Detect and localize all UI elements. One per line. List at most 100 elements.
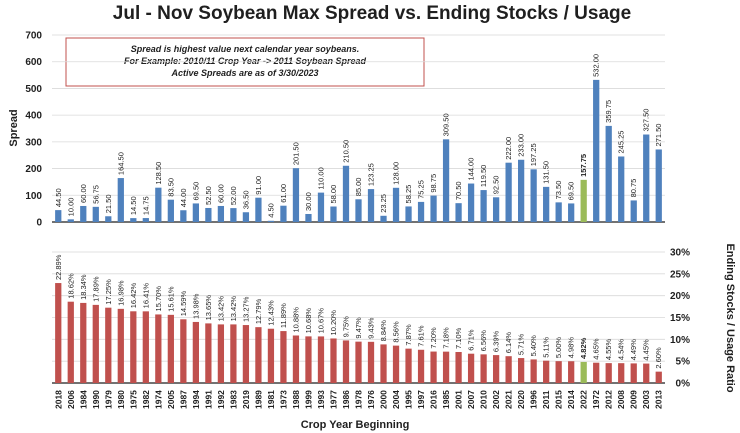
x-tick-label: 1981	[266, 390, 276, 409]
ratio-bar	[205, 323, 212, 383]
spread-data-label: 4.50	[266, 203, 275, 218]
x-tick-label: 2005	[166, 390, 176, 409]
ratio-bar	[217, 324, 225, 383]
x-tick-label: 2009	[629, 390, 639, 409]
ratio-data-label: 9.75%	[341, 316, 350, 338]
spread-bar	[630, 200, 637, 222]
spread-data-label: 14.75	[141, 196, 150, 215]
ratio-bar	[155, 314, 162, 383]
spread-data-label: 30.00	[304, 192, 313, 211]
ratio-data-label: 5.40%	[529, 335, 538, 357]
spread-data-label: 222.00	[504, 137, 513, 160]
spread-bar	[392, 187, 400, 222]
x-tick-label: 1976	[366, 390, 376, 409]
spread-data-label: 245.25	[617, 131, 626, 154]
spread-data-label: 128.00	[392, 162, 401, 185]
ratio-bar	[455, 351, 462, 383]
ratio-bar	[117, 308, 124, 383]
ratio-bar	[280, 331, 287, 383]
top-y-tick-label: 300	[25, 137, 42, 148]
ratio-data-label: 15.61%	[166, 286, 175, 312]
x-tick-label: 1972	[591, 390, 601, 409]
bottom-y-ticks: 0% 5% 10% 15% 20% 25% 30%	[670, 248, 690, 390]
x-tick-label: 1984	[78, 390, 88, 409]
bottom-y-tick-label: 25%	[670, 269, 690, 280]
x-tick-label: 2012	[604, 390, 614, 409]
spread-bar	[142, 218, 149, 222]
ratio-bar	[142, 311, 149, 383]
ratio-bar	[230, 324, 237, 383]
spread-bar	[317, 192, 325, 222]
spread-data-label: 123.25	[367, 163, 376, 186]
ratio-bar	[67, 301, 74, 383]
spread-data-label: 36.50	[241, 190, 250, 209]
ratio-bar	[80, 302, 87, 383]
ratio-bar	[405, 348, 412, 383]
top-y-ticks: 0 100 200 300 400 500 600 700	[25, 31, 42, 229]
spread-data-label: 119.50	[479, 165, 488, 187]
ratio-bar	[192, 321, 199, 383]
ratio-bar	[630, 363, 637, 383]
spread-bar	[155, 187, 162, 222]
x-tick-label: 1990	[91, 390, 101, 409]
ratio-bar	[505, 356, 512, 383]
top-y-tick-label: 500	[25, 84, 42, 95]
spread-data-label: 92.50	[492, 176, 501, 195]
ratio-data-label: 10.68%	[304, 308, 313, 334]
spread-bar	[217, 205, 225, 222]
x-tick-label: 2010	[479, 390, 489, 409]
ratio-data-label: 13.65%	[204, 295, 213, 321]
spread-data-label: 58.00	[329, 185, 338, 204]
spread-data-label: 210.50	[341, 140, 350, 163]
x-tick-label: 1988	[291, 390, 301, 409]
spread-data-label: 131.50	[542, 161, 551, 184]
spread-data-label: 201.50	[291, 142, 300, 165]
bottom-y-tick-label: 30%	[670, 248, 690, 259]
spread-bar	[417, 201, 425, 222]
spread-data-label: 69.50	[191, 182, 200, 201]
spread-data-label: 44.00	[179, 188, 188, 207]
note-line-2: For Example: 2010/11 Crop Year -> 2011 S…	[124, 56, 367, 66]
spread-data-label: 44.50	[54, 188, 63, 207]
ratio-data-label: 10.88%	[291, 307, 300, 333]
spread-bar	[192, 203, 199, 222]
ratio-bar	[105, 307, 112, 383]
x-axis-label: Crop Year Beginning	[301, 419, 410, 431]
ratio-bar	[417, 349, 425, 383]
ratio-data-label: 10.20%	[329, 310, 338, 336]
top-y-tick-label: 100	[25, 191, 42, 202]
spread-bar	[580, 179, 587, 222]
ratio-bar	[130, 311, 137, 383]
spread-bar	[618, 156, 625, 222]
spread-bar	[492, 197, 500, 222]
top-y-tick-label: 0	[36, 218, 42, 229]
spread-data-label: 271.50	[654, 124, 663, 147]
ratio-data-label: 2.60%	[654, 347, 663, 369]
ratio-bar	[342, 340, 350, 383]
bottom-y-tick-label: 10%	[670, 335, 690, 346]
x-tick-label: 1986	[341, 390, 351, 409]
spread-data-label: 98.75	[429, 174, 438, 193]
top-y-tick-label: 700	[25, 31, 42, 42]
spread-data-label: 91.00	[254, 176, 263, 195]
spread-data-label: 52.00	[229, 186, 238, 205]
ratio-bar	[430, 351, 437, 383]
spread-bar	[242, 212, 250, 222]
bottom-y-tick-label: 15%	[670, 313, 690, 324]
spread-bar	[467, 183, 475, 222]
ratio-bar	[467, 353, 475, 383]
ratio-bar	[355, 341, 362, 383]
x-tick-label: 2021	[504, 390, 514, 409]
x-tick-label: 2008	[616, 390, 626, 409]
ratio-bar	[180, 319, 187, 383]
ratio-data-label: 6.71%	[467, 329, 476, 351]
ratio-data-label: 6.56%	[479, 330, 488, 352]
ratio-data-label: 9.47%	[354, 317, 363, 339]
x-tick-label: 1999	[303, 390, 313, 409]
spread-data-label: 60.00	[79, 184, 88, 203]
ratio-data-label: 7.61%	[417, 325, 426, 347]
ratio-data-label: 17.89%	[91, 276, 100, 302]
spread-data-label: 80.75	[629, 179, 638, 198]
x-tick-label: 1995	[404, 390, 414, 409]
